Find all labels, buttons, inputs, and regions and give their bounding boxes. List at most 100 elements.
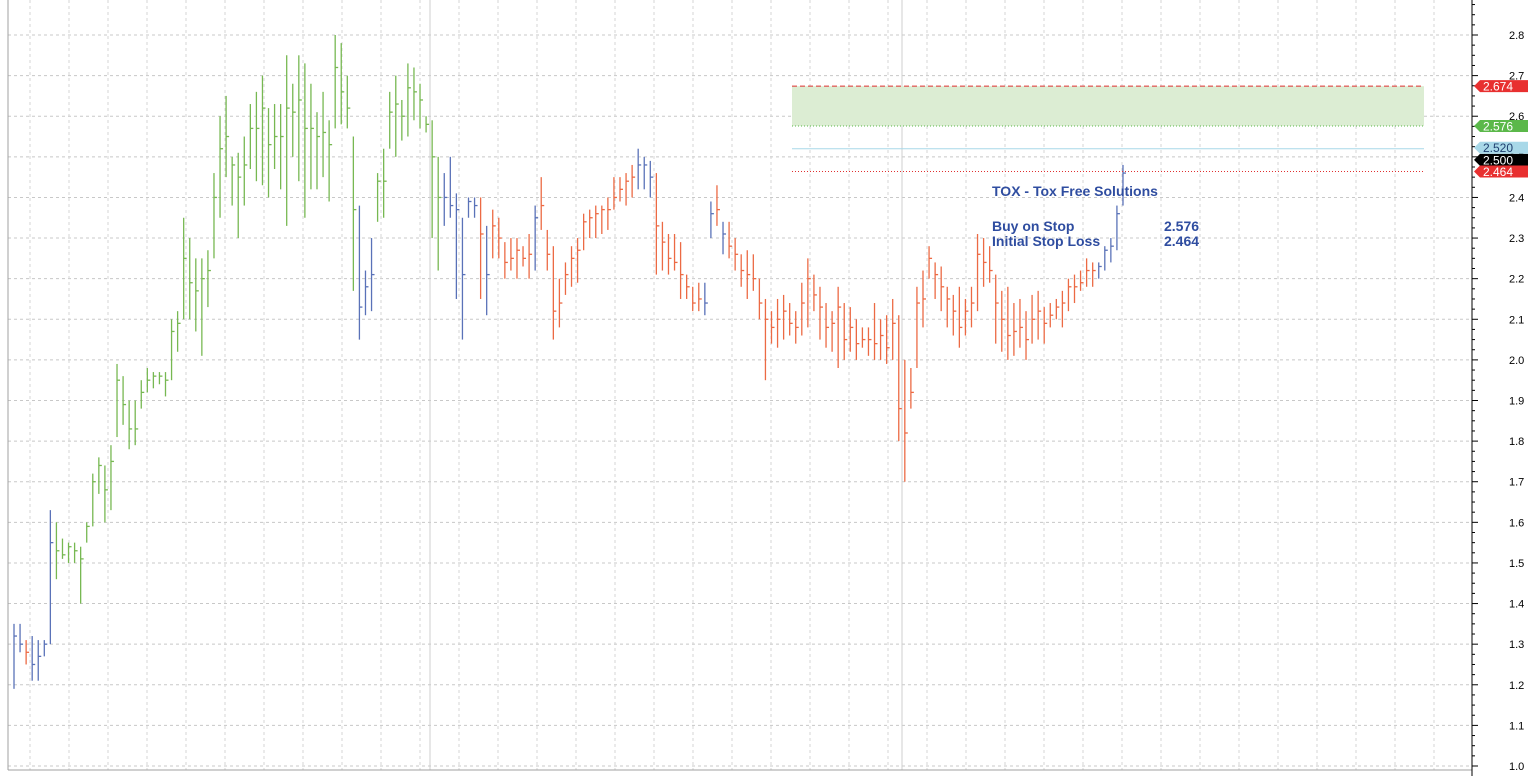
ohlc-bar bbox=[370, 238, 375, 312]
ohlc-bar bbox=[734, 238, 739, 271]
ohlc-bar bbox=[564, 262, 569, 295]
ohlc-bar bbox=[728, 221, 733, 259]
ohlc-bar bbox=[249, 104, 254, 170]
ohlc-bar bbox=[801, 282, 805, 336]
ohlc-bar bbox=[176, 311, 181, 352]
ohlc-bar bbox=[140, 380, 145, 409]
ohlc-bar bbox=[710, 201, 714, 239]
ohlc-bar bbox=[98, 457, 102, 494]
ohlc-bar bbox=[286, 55, 290, 226]
ohlc-bar bbox=[679, 242, 684, 299]
ohlc-bar bbox=[667, 233, 672, 275]
price-tag-last: 2.500 bbox=[1474, 153, 1528, 167]
ohlc-bar bbox=[273, 104, 278, 170]
ohlc-bar bbox=[631, 164, 636, 198]
ohlc-bar bbox=[346, 75, 351, 129]
ohlc-bar bbox=[837, 286, 842, 369]
ohlc-bar bbox=[867, 327, 872, 356]
ohlc-bar bbox=[982, 238, 987, 287]
ohlc-bar bbox=[80, 546, 84, 604]
ohlc-bar bbox=[322, 91, 327, 178]
ohlc-bar bbox=[964, 298, 969, 336]
ohlc-bar bbox=[825, 303, 830, 348]
ohlc-bar bbox=[189, 238, 193, 320]
price-tag-label: 2.464 bbox=[1483, 165, 1513, 179]
ohlc-bar bbox=[170, 319, 175, 381]
ohlc-bar bbox=[449, 156, 454, 218]
ohlc-bar bbox=[316, 112, 320, 190]
tick-label: 1.5 bbox=[1509, 558, 1524, 570]
ohlc-bar bbox=[813, 274, 817, 312]
ohlc-bar bbox=[534, 205, 539, 271]
ohlc-bar bbox=[922, 270, 926, 328]
tick-label: 1.8 bbox=[1509, 436, 1524, 448]
ohlc-bar bbox=[49, 510, 54, 645]
price-tag-shape bbox=[1474, 141, 1528, 154]
ohlc-bar bbox=[849, 307, 854, 352]
ohlc-bar bbox=[764, 298, 769, 381]
tick-label: 2.2 bbox=[1509, 274, 1524, 286]
ohlc-bar bbox=[625, 173, 630, 206]
ohlc-bar bbox=[692, 286, 696, 312]
ohlc-bar bbox=[613, 177, 617, 210]
ohlc-bar bbox=[619, 177, 623, 202]
ohlc-bar bbox=[758, 278, 763, 320]
ohlc-bar bbox=[413, 67, 417, 121]
ohlc-bar bbox=[1061, 290, 1066, 328]
ohlc-bar bbox=[910, 368, 914, 409]
ohlc-bar bbox=[61, 538, 66, 559]
ohlc-bar bbox=[431, 120, 436, 239]
ohlc-bar bbox=[31, 636, 36, 681]
ohlc-bar bbox=[595, 205, 599, 239]
ohlc-bar bbox=[1098, 262, 1102, 279]
annotation-buy-label: Buy on Stop bbox=[992, 218, 1074, 234]
ohlc-bar bbox=[55, 522, 60, 580]
ohlc-bar bbox=[528, 233, 533, 279]
price-tag-buy-stop: 2.576 bbox=[1474, 119, 1528, 133]
tick-label: 2.3 bbox=[1509, 233, 1524, 245]
ohlc-bar bbox=[643, 156, 648, 190]
ohlc-bar bbox=[498, 217, 502, 259]
ohlc-bar bbox=[649, 160, 654, 198]
ohlc-bar bbox=[716, 185, 720, 226]
ohlc-bar bbox=[134, 400, 139, 446]
ohlc-bar bbox=[1104, 246, 1108, 271]
price-tag-shape bbox=[1474, 165, 1528, 178]
ohlc-bar bbox=[510, 238, 514, 271]
ohlc-bar bbox=[1079, 270, 1084, 291]
ohlc-bar bbox=[879, 319, 884, 360]
ohlc-bar bbox=[1007, 286, 1011, 360]
ohlc-bar bbox=[722, 221, 727, 255]
ohlc-bar bbox=[237, 152, 242, 239]
ohlc-bar bbox=[1110, 238, 1114, 263]
ohlc-bar bbox=[19, 623, 24, 653]
ohlc-bar bbox=[898, 315, 902, 442]
ohlc-bar bbox=[637, 148, 642, 190]
ohlc-bar bbox=[25, 640, 30, 665]
ohlc-bar bbox=[776, 298, 781, 348]
ohlc-bar bbox=[207, 250, 211, 308]
ohlc-bar bbox=[213, 173, 217, 259]
ohlc-bar bbox=[67, 542, 72, 563]
price-tag-level: 2.520 bbox=[1474, 141, 1528, 155]
ohlc-bar bbox=[461, 217, 466, 340]
ohlc-bar bbox=[1116, 205, 1120, 251]
ohlc-bar bbox=[13, 623, 17, 689]
tick-label: 1.9 bbox=[1509, 396, 1524, 408]
ohlc-bar bbox=[486, 225, 490, 316]
ohlc-bar bbox=[455, 193, 460, 299]
price-tag-shape bbox=[1474, 80, 1528, 93]
ohlc-bar bbox=[376, 173, 381, 222]
ohlc-bar bbox=[479, 197, 484, 299]
ohlc-bar bbox=[492, 209, 496, 259]
ohlc-bar bbox=[116, 363, 121, 438]
ohlc-bar bbox=[989, 246, 993, 283]
ohlc-bar bbox=[607, 197, 611, 230]
ohlc-bar bbox=[855, 319, 860, 360]
ohlc-bar bbox=[1055, 298, 1060, 320]
price-tag-label: 2.520 bbox=[1483, 141, 1513, 155]
ohlc-bar bbox=[243, 136, 248, 206]
ohlc-bar bbox=[110, 445, 114, 511]
ohlc-bar bbox=[546, 229, 551, 271]
